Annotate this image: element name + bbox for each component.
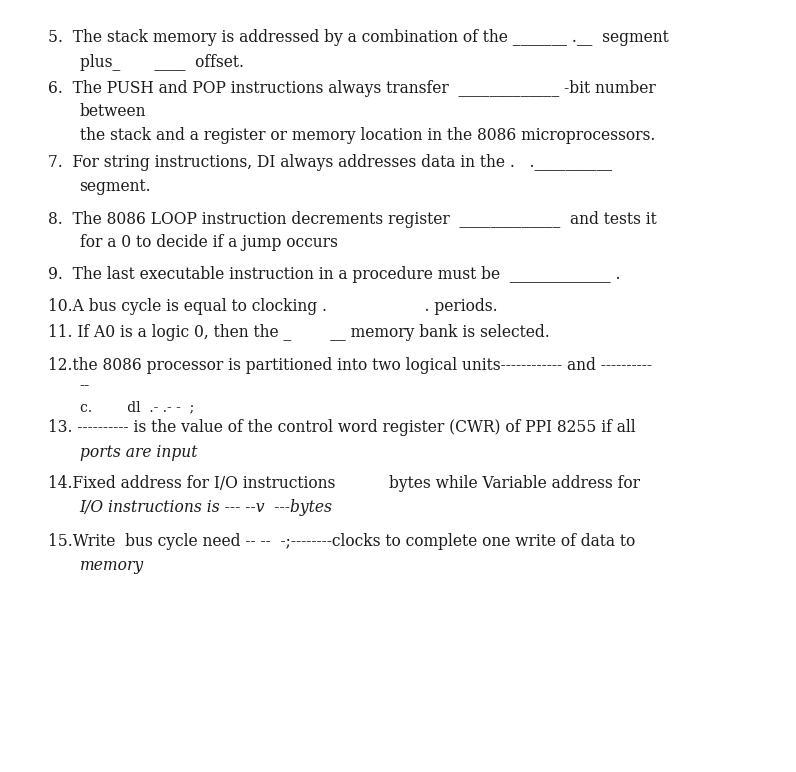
Text: 6.  The PUSH and POP instructions always transfer  _____________ -bit number: 6. The PUSH and POP instructions always … [48, 80, 656, 96]
Text: 14.Fixed address for I/O instructions           bytes while Variable address for: 14.Fixed address for I/O instructions by… [48, 475, 640, 492]
Text: memory: memory [80, 557, 144, 574]
Text: 9.  The last executable instruction in a procedure must be  _____________ .: 9. The last executable instruction in a … [48, 266, 620, 283]
Text: c.        dl  .- .- -  ;: c. dl .- .- - ; [80, 400, 194, 414]
Text: 13. ---------- is the value of the control word register (CWR) of PPI 8255 if al: 13. ---------- is the value of the contr… [48, 419, 635, 436]
Text: 8.  The 8086 LOOP instruction decrements register  _____________  and tests it: 8. The 8086 LOOP instruction decrements … [48, 211, 657, 228]
Text: 10.A bus cycle is equal to clocking .                    . periods.: 10.A bus cycle is equal to clocking . . … [48, 298, 497, 315]
Text: between: between [80, 103, 146, 120]
Text: segment.: segment. [80, 178, 151, 195]
Text: 7.  For string instructions, DI always addresses data in the .   .__________: 7. For string instructions, DI always ad… [48, 154, 612, 171]
Text: 12.the 8086 processor is partitioned into two logical units------------ and ----: 12.the 8086 processor is partitioned int… [48, 357, 652, 374]
Text: 15.Write  bus cycle need -- --  -;--------clocks to complete one write of data t: 15.Write bus cycle need -- -- -;--------… [48, 533, 635, 550]
Text: plus_       ____  offset.: plus_ ____ offset. [80, 54, 244, 71]
Text: 11. If A0 is a logic 0, then the _        __ memory bank is selected.: 11. If A0 is a logic 0, then the _ __ me… [48, 324, 549, 341]
Text: --: -- [80, 377, 90, 394]
Text: the stack and a register or memory location in the 8086 microprocessors.: the stack and a register or memory locat… [80, 127, 655, 144]
Text: ports are input: ports are input [80, 444, 197, 461]
Text: 5.  The stack memory is addressed by a combination of the _______ .__  segment: 5. The stack memory is addressed by a co… [48, 29, 669, 46]
Text: for a 0 to decide if a jump occurs: for a 0 to decide if a jump occurs [80, 234, 338, 251]
Text: I/O instructions is --- --v  ---bytes: I/O instructions is --- --v ---bytes [80, 499, 333, 516]
